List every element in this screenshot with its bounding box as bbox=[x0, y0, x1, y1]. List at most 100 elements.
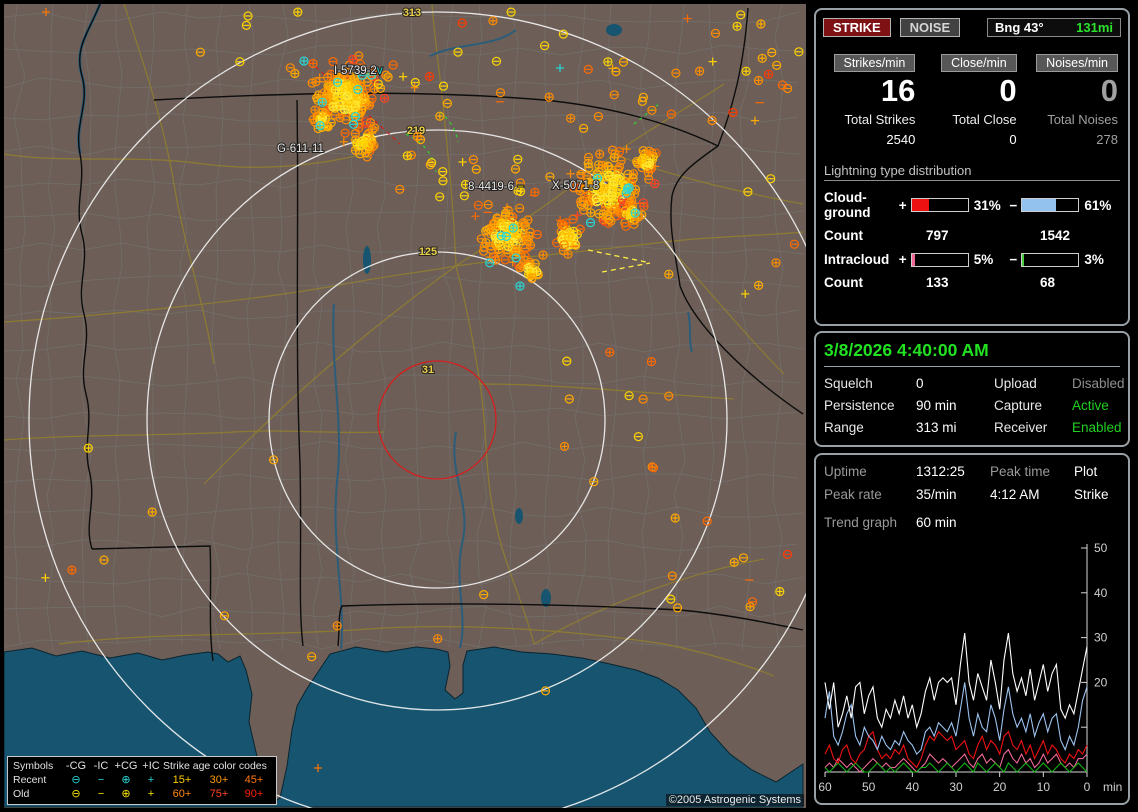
total-strikes-label: Total Strikes bbox=[844, 112, 916, 127]
svg-text:30: 30 bbox=[949, 780, 963, 794]
age-75: 75+ bbox=[209, 788, 229, 800]
recent-cg-pos-icon: ⊕ bbox=[121, 774, 131, 786]
ic-pos-count: 133 bbox=[926, 275, 949, 290]
minus-sign: − bbox=[1009, 197, 1018, 213]
old-ic-neg-icon: − bbox=[97, 788, 105, 800]
intracloud-row: Intracloud + 5% − 3% bbox=[824, 252, 1120, 267]
total-noises-label: Total Noises bbox=[1047, 112, 1118, 127]
old-cg-pos-icon: ⊕ bbox=[121, 788, 131, 800]
svg-text:20: 20 bbox=[993, 780, 1007, 794]
total-strikes-value: 2540 bbox=[886, 132, 916, 147]
age-30: 30+ bbox=[209, 774, 229, 786]
cloud-ground-count-row: Count 797 1542 bbox=[824, 228, 1120, 243]
svg-text:X-5071-8: X-5071-8 bbox=[552, 180, 599, 192]
uptime-label: Uptime bbox=[824, 464, 867, 479]
ic-pos-bar bbox=[910, 252, 969, 267]
legend-age-header: Strike age color codes bbox=[163, 760, 267, 772]
noises-column: Noises/min 0 Total Noises 278 bbox=[1029, 54, 1118, 147]
peak-time-label: Peak time bbox=[990, 464, 1051, 479]
peak-rate-label: Peak rate bbox=[824, 487, 882, 502]
svg-text:125: 125 bbox=[419, 246, 437, 258]
trend-graph: 20 30 40 50 60 50 40 30 20 10 0 min bbox=[819, 541, 1122, 794]
noise-button[interactable]: NOISE bbox=[899, 18, 961, 37]
legend-symbols-header: Symbols bbox=[13, 760, 54, 772]
age-90: 90+ bbox=[244, 788, 264, 800]
receiver-state: Enabled bbox=[1072, 420, 1122, 435]
close-column: Close/min 0 Total Close 0 bbox=[927, 54, 1017, 147]
strike-button[interactable]: STRIKE bbox=[823, 18, 891, 37]
capture-state: Active bbox=[1072, 398, 1109, 413]
svg-text:30: 30 bbox=[1094, 631, 1108, 645]
bearing-value: Bng 43° bbox=[995, 20, 1044, 35]
legend-col-cg-neg: -CG bbox=[65, 760, 87, 772]
svg-text:60: 60 bbox=[819, 780, 832, 794]
legend-col-ic-pos: +IC bbox=[142, 760, 160, 772]
legend-recent-label: Recent bbox=[13, 774, 47, 786]
state-borders bbox=[77, 4, 804, 662]
session-box: Uptime 1312:25 Peak time Plot Peak rate … bbox=[814, 453, 1130, 805]
svg-text:10: 10 bbox=[1037, 780, 1051, 794]
plus-sign: + bbox=[898, 252, 907, 267]
ic-neg-bar bbox=[1021, 252, 1080, 267]
noises-per-min-chip: Noises/min bbox=[1036, 54, 1118, 72]
cg-neg-pct: 61% bbox=[1084, 197, 1112, 213]
ic-neg-pct: 3% bbox=[1084, 252, 1104, 267]
cg-neg-bar bbox=[1021, 198, 1080, 212]
squelch-value: 0 bbox=[916, 376, 924, 391]
old-cg-neg-icon: ⊖ bbox=[71, 788, 81, 800]
persistence-value: 90 min bbox=[916, 398, 957, 413]
svg-text:50: 50 bbox=[862, 780, 876, 794]
copyright-text: ©2005 Astrogenic Systems bbox=[665, 794, 804, 806]
svg-text:40: 40 bbox=[906, 780, 920, 794]
bearing-distance: 131mi bbox=[1076, 20, 1113, 35]
noises-rate: 0 bbox=[1100, 73, 1118, 108]
strike-map[interactable]: 31 125 219 313 I-5739-2v G-611-11 8-4419-6 − X… bbox=[4, 4, 806, 808]
cg-neg-count: 1542 bbox=[1040, 228, 1071, 243]
recent-ic-neg-icon: − bbox=[97, 774, 105, 786]
squelch-label: Squelch bbox=[824, 376, 873, 391]
strikes-per-min-chip: Strikes/min bbox=[833, 54, 916, 72]
status-box: 3/8/2026 4:40:00 AM Squelch 0 Upload Dis… bbox=[814, 331, 1130, 447]
distribution-title: Lightning type distribution bbox=[824, 163, 1120, 181]
receiver-label: Receiver bbox=[994, 420, 1048, 435]
age-60: 60+ bbox=[172, 788, 192, 800]
datetime-display: 3/8/2026 4:40:00 AM bbox=[824, 340, 1120, 367]
trend-graph-value: 60 min bbox=[916, 515, 957, 530]
range-value: 313 mi bbox=[916, 420, 957, 435]
upload-label: Upload bbox=[994, 376, 1037, 391]
svg-text:8-4419-6 −: 8-4419-6 − bbox=[468, 181, 524, 193]
map-legend: Symbols -CG -IC +CG +IC Strike age color… bbox=[7, 756, 277, 805]
cloud-ground-row: Cloud-ground + 31% − 61% bbox=[824, 190, 1120, 220]
svg-text:20: 20 bbox=[1094, 675, 1108, 689]
map-area[interactable]: 31 125 219 313 I-5739-2v G-611-11 8-4419-6 − X… bbox=[4, 4, 806, 808]
svg-text:313: 313 bbox=[403, 7, 421, 19]
ic-pos-pct: 5% bbox=[973, 252, 994, 267]
strikes-rate: 16 bbox=[880, 73, 916, 108]
recent-cg-neg-icon: ⊖ bbox=[71, 774, 81, 786]
svg-text:40: 40 bbox=[1094, 586, 1108, 600]
total-close-label: Total Close bbox=[952, 112, 1017, 127]
svg-text:31: 31 bbox=[422, 364, 434, 376]
intracloud-count-row: Count 133 68 bbox=[824, 275, 1120, 290]
plus-sign: + bbox=[898, 197, 907, 213]
svg-text:219: 219 bbox=[407, 125, 425, 137]
count-label: Count bbox=[824, 275, 863, 290]
legend-col-ic-neg: -IC bbox=[93, 760, 109, 772]
recent-ic-pos-icon: + bbox=[147, 774, 155, 786]
minus-sign: − bbox=[1009, 252, 1018, 267]
legend-col-cg-pos: +CG bbox=[114, 760, 138, 772]
peak-rate-value: 35/min bbox=[916, 487, 957, 502]
count-label: Count bbox=[824, 228, 863, 243]
strikes-column: Strikes/min 16 Total Strikes 2540 bbox=[826, 54, 916, 147]
legend-old-label: Old bbox=[13, 788, 30, 800]
svg-text:0: 0 bbox=[1084, 780, 1091, 794]
cg-pos-count: 797 bbox=[926, 228, 949, 243]
svg-text:min: min bbox=[1103, 780, 1122, 794]
telemetry-panel: STRIKE NOISE Bng 43° 131mi Strikes/min 1… bbox=[810, 0, 1138, 812]
total-close-value: 0 bbox=[1009, 132, 1017, 147]
plot-label: Plot bbox=[1074, 464, 1098, 479]
trend-graph-label: Trend graph bbox=[824, 515, 898, 530]
upload-state: Disabled bbox=[1072, 376, 1125, 391]
close-per-min-chip: Close/min bbox=[941, 54, 1017, 72]
